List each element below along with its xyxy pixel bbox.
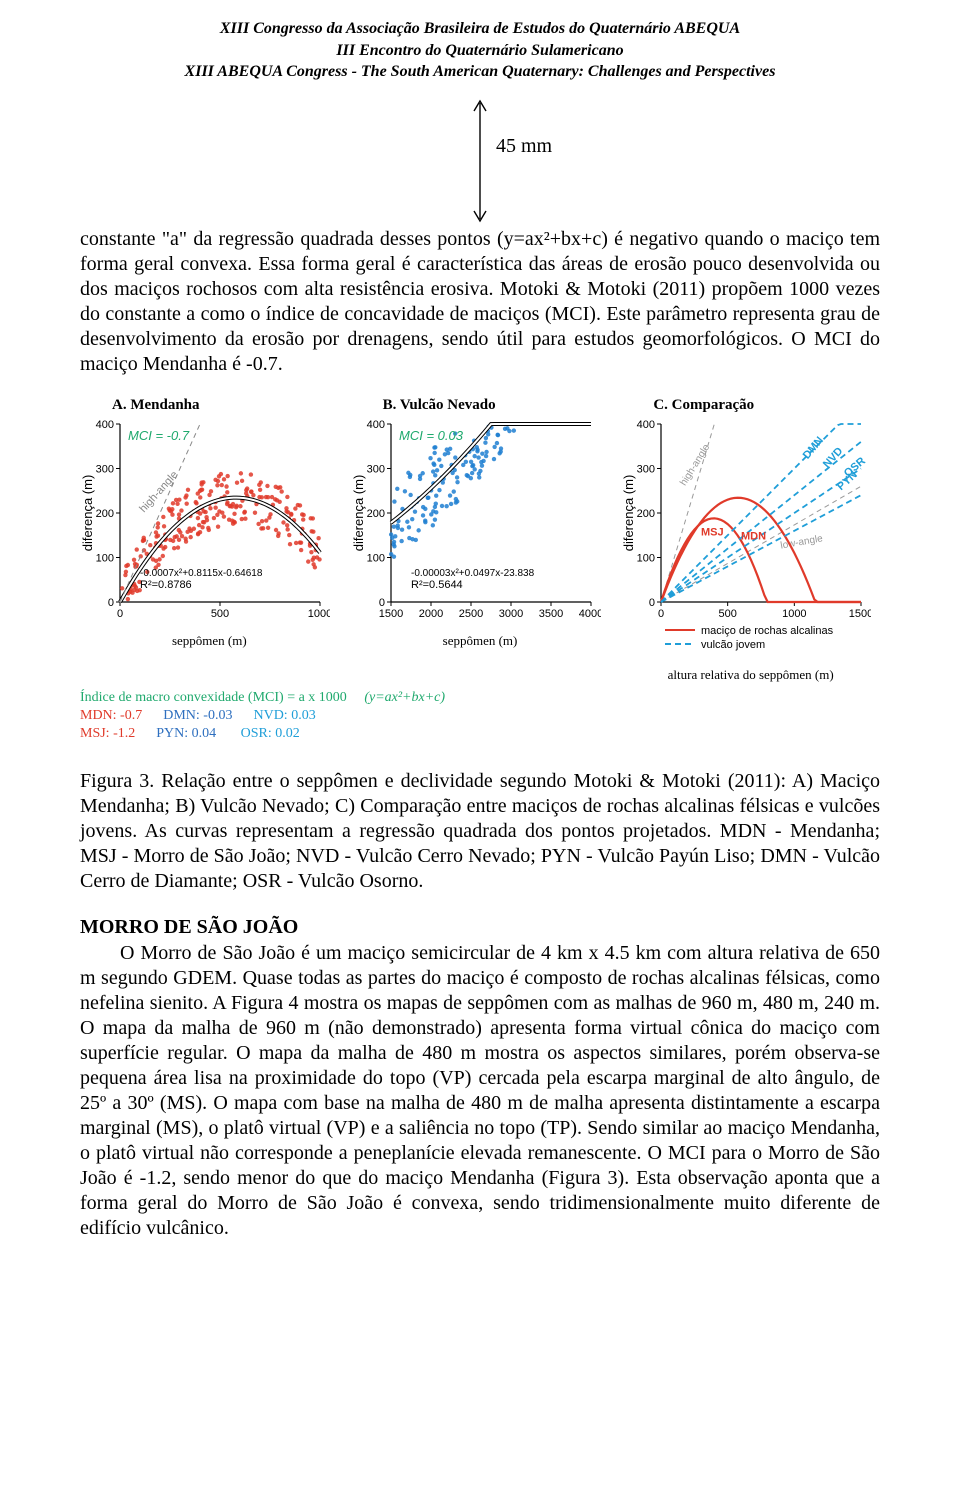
- svg-text:100: 100: [366, 552, 384, 564]
- svg-text:300: 300: [96, 463, 114, 475]
- panel-b-xlabel: seppômen (m): [351, 633, 610, 649]
- panel-a-chart: 0 100 200 300 400 0 500 1000 diferença (m) MCI = …: [80, 416, 330, 626]
- figure-3: A. Mendanha 010020030040005001000diferen…: [80, 397, 880, 683]
- svg-text:diferença (m): diferença (m): [80, 474, 95, 551]
- svg-text:200: 200: [96, 508, 114, 520]
- svg-text:1000: 1000: [782, 608, 806, 620]
- legend-mdn: MDN: -0.7: [80, 708, 142, 723]
- svg-text:MDN: MDN: [741, 530, 766, 542]
- figure-legend-block: Índice de macro convexidade (MCI) = a x …: [80, 689, 880, 744]
- svg-text:300: 300: [637, 463, 655, 475]
- svg-text:0: 0: [658, 608, 664, 620]
- paragraph-morro: O Morro de São João é um maciço semicirc…: [80, 941, 880, 1241]
- mci-definition: Índice de macro convexidade (MCI) = a x …: [80, 690, 347, 705]
- svg-text:3000: 3000: [498, 608, 522, 620]
- panel-a-xlabel: seppômen (m): [80, 633, 339, 649]
- svg-text:3500: 3500: [538, 608, 562, 620]
- svg-text:MCI = 0.03: MCI = 0.03: [399, 428, 464, 443]
- svg-text:400: 400: [366, 419, 384, 431]
- svg-text:200: 200: [637, 508, 655, 520]
- svg-text:2000: 2000: [418, 608, 442, 620]
- panel-b-chart: 0100200300400150020002500300035004000dif…: [351, 416, 601, 626]
- svg-text:diferença (m): diferença (m): [621, 474, 636, 551]
- svg-text:maciço de rochas alcalinas: maciço de rochas alcalinas: [701, 625, 834, 637]
- svg-text:DMN: DMN: [801, 434, 826, 461]
- svg-text:500: 500: [211, 608, 229, 620]
- panel-c-chart: 0 100 200 300 400 0 500 1000 1500 diferença (m) hi…: [621, 416, 871, 660]
- legend-pyn: PYN: 0.04: [156, 726, 216, 741]
- svg-text:R²=0.5644: R²=0.5644: [411, 579, 463, 591]
- panel-c-xlabel: altura relativa do seppômen (m): [621, 667, 880, 683]
- figure-3-caption: Figura 3. Relação entre o seppômen e dec…: [80, 769, 880, 894]
- svg-text:1500: 1500: [378, 608, 402, 620]
- panel-c-title: C. Comparação: [621, 397, 880, 414]
- svg-text:vulcão jovem: vulcão jovem: [701, 639, 765, 651]
- header-line-3: XIII ABEQUA Congress - The South America…: [80, 61, 880, 83]
- svg-text:200: 200: [366, 508, 384, 520]
- panel-a-title: A. Mendanha: [80, 397, 339, 414]
- header-line-1: XIII Congresso da Associação Brasileira …: [80, 18, 880, 40]
- svg-text:0: 0: [108, 597, 114, 609]
- svg-text:0: 0: [117, 608, 123, 620]
- double-arrow-icon: [470, 97, 490, 225]
- svg-text:diferença (m): diferença (m): [351, 474, 366, 551]
- svg-text:4000: 4000: [578, 608, 600, 620]
- svg-text:1000: 1000: [308, 608, 330, 620]
- panel-b-title: B. Vulcão Nevado: [351, 397, 610, 414]
- arrow-label: 45 mm: [496, 135, 552, 158]
- svg-text:100: 100: [637, 552, 655, 564]
- legend-msj: MSJ: -1.2: [80, 726, 135, 741]
- svg-text:MSJ: MSJ: [701, 526, 724, 538]
- svg-text:400: 400: [637, 419, 655, 431]
- mci-equation: (y=ax²+bx+c): [364, 690, 445, 705]
- svg-text:300: 300: [366, 463, 384, 475]
- svg-text:0: 0: [649, 597, 655, 609]
- section-title-morro: MORRO DE SÃO JOÃO: [80, 916, 880, 939]
- svg-text:-0.00003x²+0.0497x-23.838: -0.00003x²+0.0497x-23.838: [411, 568, 535, 579]
- svg-text:100: 100: [96, 552, 114, 564]
- svg-text:MCI = -0.7: MCI = -0.7: [128, 428, 190, 443]
- svg-text:R²=0.8786: R²=0.8786: [140, 579, 192, 591]
- svg-text:2500: 2500: [458, 608, 482, 620]
- svg-text:500: 500: [719, 608, 737, 620]
- svg-text:high-angle: high-angle: [679, 442, 713, 488]
- legend-nvd: NVD: 0.03: [253, 708, 315, 723]
- legend-dmn: DMN: -0.03: [163, 708, 232, 723]
- paragraph-intro: constante "a" da regressão quadrada dess…: [80, 227, 880, 377]
- legend-osr: OSR: 0.02: [241, 726, 300, 741]
- svg-text:400: 400: [96, 419, 114, 431]
- svg-text:1500: 1500: [849, 608, 871, 620]
- svg-text:-0.0007x²+0.8115x-0.64618: -0.0007x²+0.8115x-0.64618: [140, 568, 263, 579]
- conference-header: XIII Congresso da Associação Brasileira …: [80, 18, 880, 83]
- header-line-2: III Encontro do Quaternário Sulamericano: [80, 40, 880, 62]
